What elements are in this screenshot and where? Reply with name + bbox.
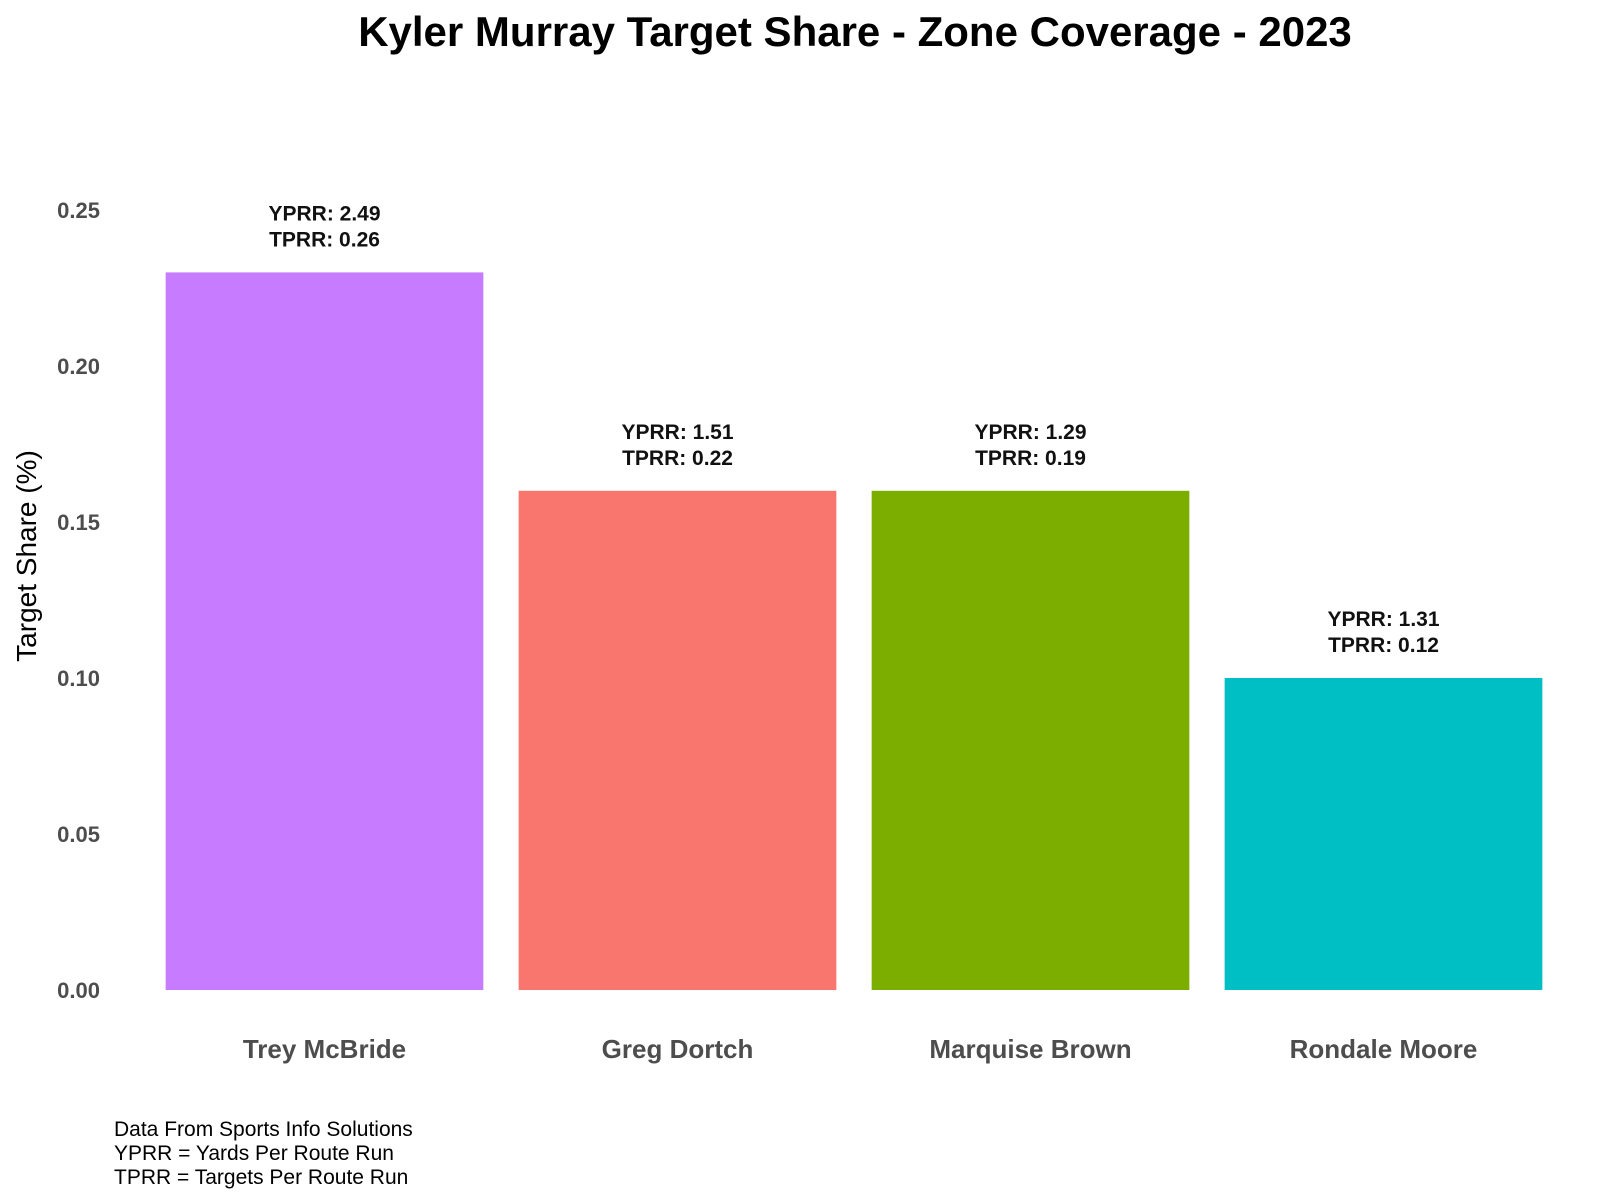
bar (518, 490, 837, 990)
chart-title: Kyler Murray Target Share - Zone Coverag… (358, 8, 1352, 55)
chart-caption: Data From Sports Info Solutions YPRR = Y… (114, 1118, 413, 1190)
y-tick-label: 0.15 (57, 510, 100, 535)
y-tick-label: 0.00 (57, 978, 100, 1003)
caption-source: Data From Sports Info Solutions (114, 1118, 413, 1141)
caption-yprr-definition: YPRR = Yards Per Route Run (114, 1142, 394, 1165)
bar-data-label: YPRR: 1.29 (974, 421, 1086, 444)
bar (871, 490, 1190, 990)
bar (165, 272, 484, 990)
x-tick-label: Trey McBride (243, 1034, 406, 1064)
bar-data-label: YPRR: 2.49 (268, 202, 380, 225)
bar-data-label: TPRR: 0.22 (622, 447, 733, 470)
bar-data-label: YPRR: 1.31 (1327, 608, 1439, 631)
caption-tprr-definition: TPRR = Targets Per Route Run (114, 1166, 409, 1189)
bars (165, 272, 1543, 990)
x-axis-ticks: Trey McBride Greg Dortch Marquise Brown Ron… (243, 1034, 1478, 1064)
y-tick-label: 0.05 (57, 822, 100, 847)
bar-data-label: TPRR: 0.12 (1328, 634, 1439, 657)
bar-data-label: TPRR: 0.26 (269, 228, 380, 251)
bar (1224, 678, 1543, 990)
y-axis-ticks: 0.00 0.05 0.10 0.15 0.20 0.25 (57, 198, 100, 1003)
y-tick-label: 0.20 (57, 354, 100, 379)
bar-data-label: YPRR: 1.51 (621, 421, 733, 444)
x-tick-label: Marquise Brown (929, 1034, 1131, 1064)
x-tick-label: Greg Dortch (602, 1034, 754, 1064)
bar-data-label: TPRR: 0.19 (975, 447, 1086, 470)
y-axis-label: Target Share (%) (11, 450, 42, 662)
x-tick-label: Rondale Moore (1290, 1034, 1478, 1064)
bar-labels: YPRR: 2.49 TPRR: 0.26 YPRR: 1.51 TPRR: 0.22… (268, 202, 1439, 657)
y-tick-label: 0.25 (57, 198, 100, 223)
y-tick-label: 0.10 (57, 666, 100, 691)
